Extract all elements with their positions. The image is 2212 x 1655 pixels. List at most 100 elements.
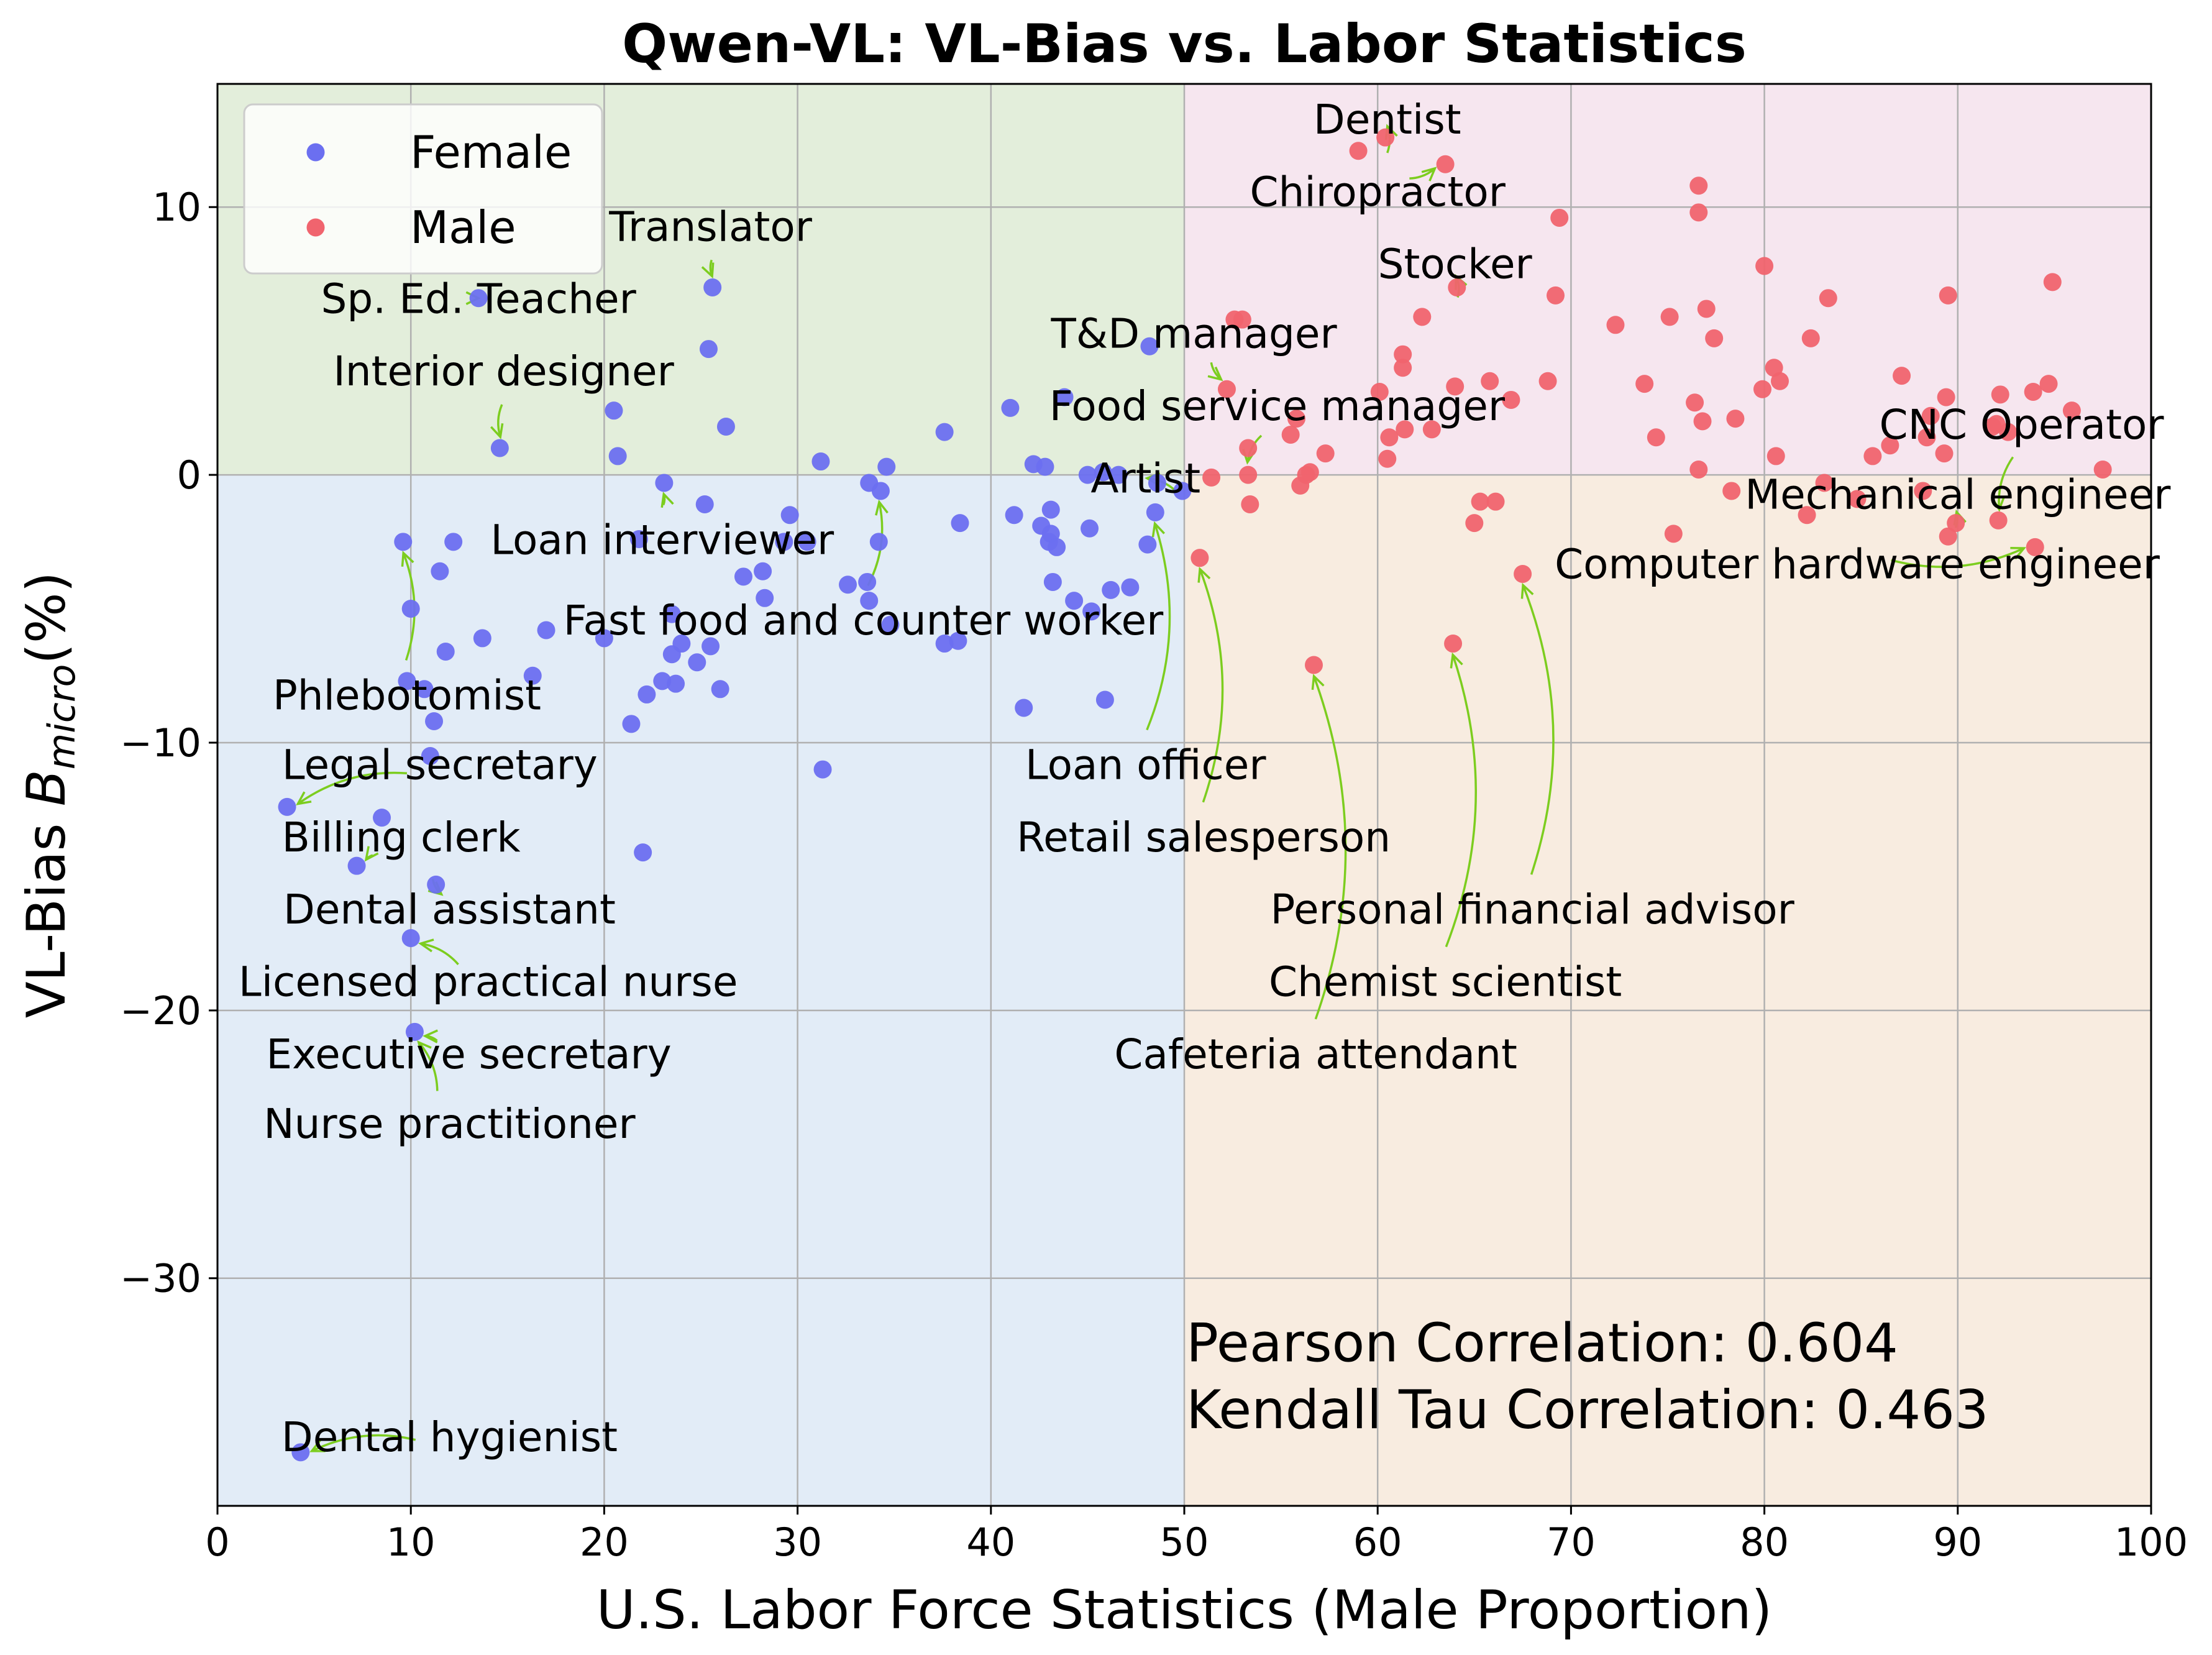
annotation-arrowhead [1991,496,2005,512]
female-point [523,666,542,685]
annotation-label: Loan officer [1025,741,1266,789]
female-point [490,439,509,457]
female-point [935,635,954,653]
male-point [1287,410,1305,428]
male-point [1394,345,1412,364]
y-axis-label: VL-Bias Bmicro(%) [16,572,84,1018]
annotation-label: Dental assistant [283,886,616,933]
female-point [711,680,729,699]
female-point [1146,503,1164,521]
y-axis-label-symbol: B [16,769,78,806]
quadrant-backgrounds [217,84,2151,1506]
female-point [638,685,656,704]
female-point [839,575,857,594]
female-point [1082,602,1101,621]
female-point [869,533,888,551]
male-point [1547,286,1565,305]
data-points [278,128,2112,1462]
male-point [1217,380,1236,398]
male-point [1465,514,1484,533]
male-point [1939,527,1957,546]
male-point [1486,492,1505,511]
female-point [1173,482,1192,500]
annotation-arrowhead [364,846,379,862]
annotation-label: Mechanical engineer [1745,470,2171,518]
female-point [1148,474,1166,492]
male-point [1514,565,1532,584]
annotation-label: Dental hygienist [281,1413,618,1461]
female-point [1094,463,1112,482]
annotation-arrow [1445,654,1477,948]
male-point [1848,490,1867,508]
female-point [662,605,681,623]
annotation-label: Legal secretary [282,741,598,789]
male-point [1436,155,1455,173]
female-point [702,637,720,656]
male-point [1689,460,1708,479]
female-point [469,289,488,308]
x-axis-label: U.S. Labor Force Statistics (Male Propor… [596,1579,1772,1641]
y-axis-ticks: 10 0 −10 −20 −30 [120,185,217,1301]
annotation-arrow [297,771,408,805]
male-point [1726,410,1745,428]
annotation-arrowhead [417,1040,432,1056]
annotation-arrow [418,1042,439,1091]
annotation-label: Sp. Ed. Teacher [321,275,636,323]
male-point [1989,511,2008,530]
female-point [473,629,491,648]
female-point [347,856,366,875]
male-point [1937,388,1955,406]
annotation-label: Fast food and counter worker [564,597,1164,644]
female-point [605,401,623,420]
legend-female-marker [306,143,325,162]
x-tick-label: 90 [1933,1520,1982,1565]
male-point [1753,380,1771,398]
annotation-label: Nurse practitioner [263,1100,636,1148]
female-point [608,447,627,465]
male-point [1376,128,1395,147]
x-tick-label: 30 [773,1520,822,1565]
female-point [398,672,416,690]
annotation-arrow [420,942,459,965]
x-tick-label: 40 [966,1520,1015,1565]
female-point [1048,538,1066,556]
female-point [629,530,648,549]
female-point [537,621,555,640]
female-point [278,797,296,816]
female-point [1109,465,1128,484]
male-point [1917,428,1936,447]
female-point [291,1443,310,1462]
male-point [1893,367,1911,385]
annotation-arrow [497,404,503,438]
annotation-arrow [1998,456,2014,510]
quadrant-top-right [1184,84,2151,475]
female-point [1121,578,1140,597]
male-point [1239,465,1258,484]
female-point [653,672,672,690]
male-point [1471,492,1489,511]
female-point [860,592,879,610]
legend-male-marker [306,218,325,237]
female-point [373,809,391,827]
female-point [1081,519,1099,538]
annotation-label: Billing clerk [282,814,521,861]
male-point [1801,329,1820,347]
female-point [756,589,774,607]
annotation-labels: Dentist Chiropractor Translator Stocker Sp. … [239,96,2171,1461]
annotation-label: Dentist [1314,96,1461,144]
female-point [1138,535,1157,554]
female-point [667,674,685,693]
y-axis-label-subscript: micro [40,664,84,769]
legend-box [243,103,603,275]
y-axis-label-suffix: (%) [16,572,78,664]
legend-female-label: Female [410,126,572,178]
female-point [622,715,641,733]
chart-title: Qwen-VL: VL-Bias vs. Labor Statistics [622,13,1747,75]
annotation-arrowhead [401,551,414,567]
female-point [655,474,674,492]
annotation-arrow [311,1434,416,1452]
annotation-label: Artist [1090,454,1200,502]
male-point [1755,257,1774,275]
annotation-arrowhead [490,423,504,439]
